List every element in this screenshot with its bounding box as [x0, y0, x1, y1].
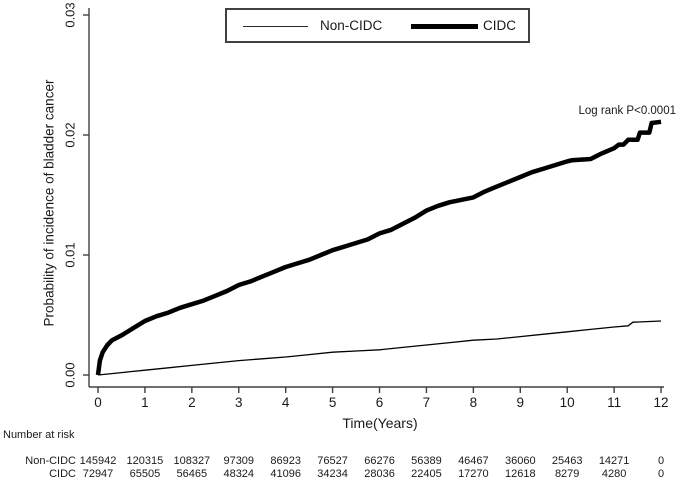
risk-value-non-cidc-year-11: 14271	[598, 455, 630, 467]
risk-row-label-cidc: CIDC	[49, 468, 76, 480]
x-tick-label: 5	[328, 395, 337, 410]
risk-value-cidc-year-9: 12618	[504, 468, 536, 480]
risk-value-cidc-year-0: 72947	[82, 468, 114, 480]
risk-value-non-cidc-year-1: 120315	[126, 455, 164, 467]
risk-value-non-cidc-year-2: 108327	[173, 455, 211, 467]
risk-value-non-cidc-year-3: 97309	[223, 455, 255, 467]
x-tick-label: 1	[141, 395, 149, 410]
x-tick-label: 3	[234, 395, 243, 410]
risk-value-non-cidc-year-9: 36060	[504, 455, 536, 467]
risk-value-non-cidc-year-12: 0	[657, 455, 665, 467]
risk-value-cidc-year-6: 28036	[364, 468, 395, 480]
risk-value-cidc-year-2: 56465	[176, 468, 208, 480]
legend-box: Non-CIDC CIDC	[225, 8, 530, 43]
risk-value-cidc-year-3: 48324	[223, 468, 255, 480]
risk-value-cidc-year-1: 65505	[129, 468, 161, 480]
risk-value-non-cidc-year-0: 145942	[79, 455, 117, 467]
risk-value-cidc-year-7: 22405	[411, 468, 442, 480]
risk-value-cidc-year-5: 34234	[317, 468, 348, 480]
y-tick-label: 0.01	[62, 242, 78, 268]
risk-value-cidc-year-8: 17270	[458, 468, 489, 480]
y-tick-label: 0.03	[62, 2, 78, 28]
risk-value-non-cidc-year-7: 56389	[411, 455, 442, 467]
log-rank-annotation: Log rank P<0.0001	[578, 105, 676, 117]
risk-value-cidc-year-4: 41096	[270, 468, 301, 480]
risk-value-non-cidc-year-5: 76527	[317, 455, 348, 467]
x-tick-label: 7	[422, 395, 431, 410]
risk-table-title: Number at risk	[3, 429, 75, 441]
risk-row-label-non-cidc: Non-CIDC	[25, 455, 76, 467]
legend-thin-line-sample	[243, 26, 308, 27]
x-tick-label: 12	[653, 395, 669, 410]
legend-label-non-cidc: Non-CIDC	[320, 18, 383, 33]
risk-value-non-cidc-year-4: 86923	[270, 455, 301, 467]
risk-value-non-cidc-year-6: 66276	[364, 455, 395, 467]
risk-value-cidc-year-10: 8279	[554, 468, 580, 480]
curve-non-cidc	[97, 320, 662, 376]
legend-thick-line-sample	[411, 24, 478, 29]
x-tick-label: 6	[375, 395, 384, 410]
x-tick-label: 11	[607, 395, 622, 410]
x-tick-label: 10	[559, 395, 575, 410]
curve-cidc	[95, 119, 662, 376]
x-tick-label: 0	[94, 395, 102, 410]
x-tick-label: 4	[281, 395, 290, 410]
legend-label-cidc: CIDC	[483, 18, 516, 33]
risk-value-non-cidc-year-8: 46467	[458, 455, 489, 467]
y-tick-label: 0.00	[62, 362, 78, 388]
x-axis-title: Time(Years)	[342, 415, 418, 431]
risk-value-non-cidc-year-10: 25463	[551, 455, 583, 467]
x-tick-label: 2	[188, 395, 196, 410]
x-tick-label: 8	[469, 395, 478, 410]
x-tick-label: 9	[516, 395, 525, 410]
y-tick-label: 0.02	[62, 122, 78, 148]
y-axis-title: Probability of incidence of bladder canc…	[41, 79, 57, 327]
risk-value-cidc-year-12: 0	[657, 468, 665, 480]
risk-value-cidc-year-11: 4280	[601, 468, 627, 480]
